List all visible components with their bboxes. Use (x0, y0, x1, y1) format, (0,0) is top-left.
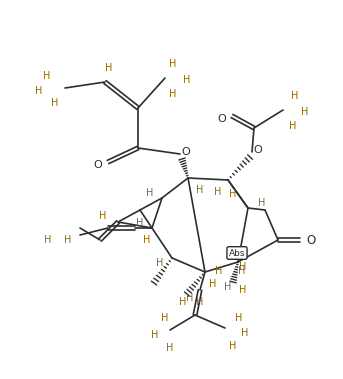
Text: O: O (182, 147, 190, 157)
Text: O: O (253, 145, 262, 155)
Text: H: H (43, 71, 51, 81)
Text: H: H (35, 86, 43, 96)
Text: H: H (241, 328, 249, 338)
Text: H: H (209, 279, 217, 289)
Text: H: H (64, 235, 72, 245)
Text: H: H (229, 341, 237, 351)
Text: H: H (136, 218, 144, 228)
Text: H: H (143, 235, 151, 245)
Text: H: H (196, 185, 204, 195)
Text: H: H (44, 235, 52, 245)
Text: H: H (289, 121, 297, 131)
Text: H: H (196, 297, 204, 307)
Text: H: H (169, 59, 177, 69)
Text: H: H (229, 189, 237, 199)
Text: H: H (51, 98, 59, 108)
Text: H: H (156, 258, 164, 268)
Text: H: H (238, 266, 246, 276)
Text: H: H (239, 285, 247, 295)
Text: H: H (161, 313, 169, 323)
Text: H: H (146, 188, 154, 198)
Text: H: H (291, 91, 299, 101)
Text: H: H (169, 89, 177, 99)
Text: H: H (99, 211, 107, 221)
Text: H: H (105, 63, 113, 73)
Text: H: H (214, 187, 222, 197)
Text: H: H (235, 313, 243, 323)
Text: H: H (179, 297, 187, 307)
Text: H: H (224, 282, 232, 292)
Text: H: H (258, 198, 266, 208)
Text: O: O (217, 114, 226, 124)
Text: H: H (301, 107, 309, 117)
Text: H: H (186, 293, 194, 303)
Text: H: H (239, 262, 247, 272)
Text: H: H (151, 330, 159, 340)
Text: H: H (166, 343, 174, 353)
Text: H: H (183, 75, 191, 85)
Text: O: O (94, 160, 102, 170)
Text: O: O (306, 233, 316, 246)
Text: H: H (215, 266, 223, 276)
Text: Abs: Abs (229, 249, 245, 257)
